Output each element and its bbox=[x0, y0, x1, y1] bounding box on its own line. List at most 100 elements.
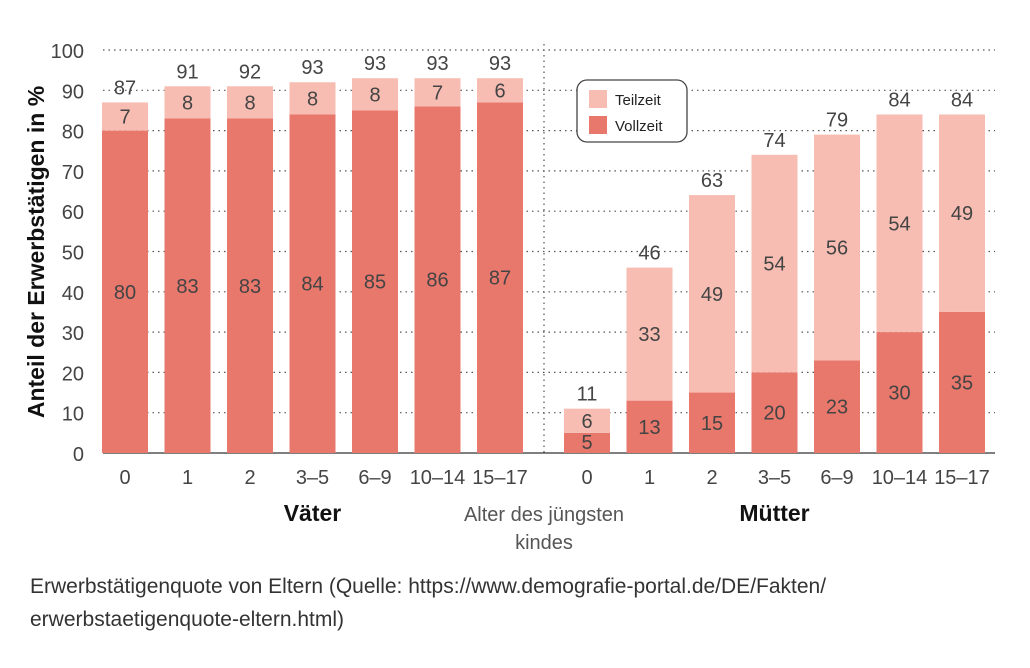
bar-teilzeit bbox=[751, 154, 798, 373]
x-axis-label-line-1: Alter des jüngsten bbox=[464, 504, 624, 526]
data-label-vollzeit: 84 bbox=[301, 274, 323, 296]
y-tick-label: 60 bbox=[62, 202, 84, 224]
bar-teilzeit bbox=[414, 78, 461, 107]
y-tick-label: 80 bbox=[62, 122, 84, 144]
y-tick-label: 20 bbox=[62, 363, 84, 385]
data-label-total: 74 bbox=[763, 130, 785, 152]
bar-teilzeit bbox=[102, 102, 148, 131]
data-label-teilzeit: 49 bbox=[701, 284, 723, 306]
legend-swatch-vollzeit bbox=[589, 116, 607, 134]
data-label-total: 84 bbox=[888, 89, 910, 111]
legend-label-vollzeit: Vollzeit bbox=[615, 118, 663, 135]
x-tick-label: 10–14 bbox=[410, 467, 466, 489]
caption-line-1: Erwerbstätigenquote von Eltern (Quelle: … bbox=[30, 575, 827, 598]
data-label-vollzeit: 83 bbox=[176, 276, 198, 298]
data-label-vollzeit: 5 bbox=[581, 432, 592, 454]
data-label-teilzeit: 8 bbox=[182, 92, 193, 114]
data-label-teilzeit: 8 bbox=[244, 92, 255, 114]
data-label-teilzeit: 7 bbox=[432, 82, 443, 104]
data-label-total: 93 bbox=[489, 53, 511, 75]
data-label-teilzeit: 54 bbox=[763, 254, 785, 276]
bar-vollzeit bbox=[751, 372, 798, 453]
bar-vollzeit bbox=[814, 360, 860, 453]
x-tick-label: 0 bbox=[581, 467, 592, 489]
x-tick-label: 1 bbox=[182, 467, 193, 489]
x-tick-label: 1 bbox=[644, 467, 655, 489]
data-label-total: 84 bbox=[951, 89, 973, 111]
data-label-total: 11 bbox=[577, 384, 598, 406]
data-label-vollzeit: 23 bbox=[826, 397, 848, 419]
bar-vollzeit bbox=[477, 102, 523, 453]
data-label-vollzeit: 30 bbox=[888, 383, 910, 405]
data-label-total: 93 bbox=[301, 57, 323, 79]
data-label-total: 92 bbox=[239, 61, 261, 83]
bar-teilzeit bbox=[939, 114, 985, 312]
bar-teilzeit bbox=[876, 114, 923, 333]
figure-caption: Erwerbstätigenquote von Eltern (Quelle: … bbox=[30, 570, 1010, 636]
y-tick-label: 40 bbox=[62, 283, 84, 305]
data-label-total: 79 bbox=[826, 110, 848, 132]
bar-teilzeit bbox=[814, 134, 860, 361]
bar-teilzeit bbox=[352, 78, 398, 111]
legend-label-teilzeit: Teilzeit bbox=[615, 92, 662, 109]
bar-teilzeit bbox=[227, 86, 273, 119]
x-tick-label: 6–9 bbox=[358, 467, 391, 489]
y-tick-label: 0 bbox=[73, 444, 84, 466]
bar-teilzeit bbox=[164, 86, 211, 119]
x-tick-label: 15–17 bbox=[472, 467, 528, 489]
x-tick-label: 6–9 bbox=[820, 467, 853, 489]
data-label-teilzeit: 8 bbox=[307, 88, 318, 110]
x-tick-label: 3–5 bbox=[758, 467, 791, 489]
data-label-teilzeit: 56 bbox=[826, 237, 848, 259]
data-label-teilzeit: 6 bbox=[581, 411, 592, 433]
bar-vollzeit bbox=[564, 432, 610, 453]
bar-vollzeit bbox=[289, 114, 336, 453]
x-tick-label: 15–17 bbox=[934, 467, 990, 489]
data-label-teilzeit: 8 bbox=[369, 84, 380, 106]
group-label: Mütter bbox=[739, 500, 809, 526]
data-label-total: 93 bbox=[364, 53, 386, 75]
data-label-teilzeit: 54 bbox=[888, 213, 910, 235]
bar-teilzeit bbox=[477, 78, 523, 103]
bar-teilzeit bbox=[564, 408, 610, 433]
data-label-teilzeit: 7 bbox=[119, 106, 130, 128]
y-tick-label: 90 bbox=[62, 81, 84, 103]
data-label-vollzeit: 13 bbox=[638, 417, 660, 439]
x-tick-label: 0 bbox=[119, 467, 130, 489]
bar-vollzeit bbox=[164, 118, 211, 453]
group-label: Väter bbox=[284, 500, 342, 526]
bar-vollzeit bbox=[352, 110, 398, 453]
data-label-teilzeit: 33 bbox=[638, 324, 660, 346]
data-label-vollzeit: 86 bbox=[426, 270, 448, 292]
data-label-total: 91 bbox=[176, 61, 198, 83]
data-label-total: 93 bbox=[426, 53, 448, 75]
legend-swatch-teilzeit bbox=[589, 90, 607, 108]
data-label-total: 87 bbox=[114, 77, 136, 99]
data-label-total: 46 bbox=[638, 243, 660, 265]
y-tick-label: 10 bbox=[62, 404, 84, 426]
data-label-total: 63 bbox=[701, 170, 723, 192]
data-label-teilzeit: 49 bbox=[951, 203, 973, 225]
data-label-vollzeit: 83 bbox=[239, 276, 261, 298]
data-label-teilzeit: 6 bbox=[494, 80, 505, 102]
data-label-vollzeit: 20 bbox=[763, 403, 785, 425]
bar-vollzeit bbox=[626, 400, 673, 453]
data-label-vollzeit: 35 bbox=[951, 372, 973, 394]
y-tick-label: 100 bbox=[51, 41, 84, 63]
y-axis-label: Anteil der Erwerbstätigen in % bbox=[23, 86, 49, 418]
bar-vollzeit bbox=[102, 130, 148, 453]
bar-vollzeit bbox=[227, 118, 273, 453]
bar-vollzeit bbox=[689, 392, 735, 453]
data-label-vollzeit: 80 bbox=[114, 282, 136, 304]
data-label-vollzeit: 87 bbox=[489, 268, 511, 290]
x-axis-label-line-2: kindes bbox=[515, 532, 573, 554]
data-label-vollzeit: 15 bbox=[701, 413, 723, 435]
y-tick-label: 30 bbox=[62, 323, 84, 345]
x-tick-label: 3–5 bbox=[296, 467, 329, 489]
bar-teilzeit bbox=[689, 195, 735, 393]
y-tick-label: 50 bbox=[62, 243, 84, 265]
x-tick-label: 2 bbox=[244, 467, 255, 489]
caption-line-2: erwerbstaetigenquote-eltern.html) bbox=[30, 608, 344, 631]
